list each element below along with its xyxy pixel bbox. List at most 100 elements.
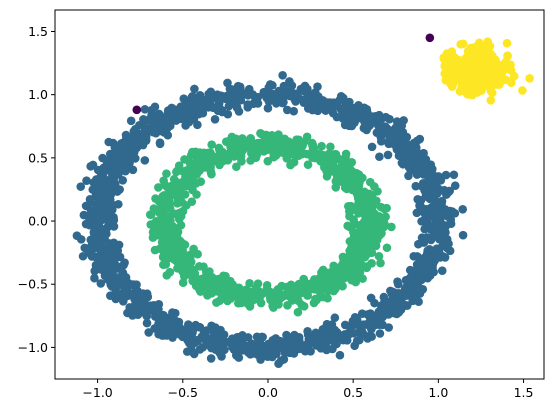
data-point-cluster-0-1313 (193, 335, 203, 345)
data-point-cluster-1-950 (175, 238, 185, 248)
data-point-cluster-0-521 (330, 313, 340, 323)
data-point-cluster-0-1022 (251, 98, 261, 108)
data-point-cluster-0-842 (104, 137, 114, 147)
data-point-cluster-0-1237 (405, 273, 415, 283)
y-tick-label: 0.0 (28, 214, 48, 229)
data-point-cluster-1-831 (173, 178, 182, 187)
data-point-cluster-0-1356 (342, 102, 351, 112)
data-point-cluster-0-1169 (91, 252, 100, 262)
data-point-cluster-0-1376 (407, 285, 417, 294)
data-point-cluster-1-966 (160, 180, 170, 190)
data-point-cluster-1-845 (178, 278, 188, 287)
data-point-cluster-1-757 (215, 296, 224, 306)
data-point-cluster-0-42 (118, 176, 128, 185)
data-point-cluster-0-1076 (294, 344, 304, 354)
data-point-cluster-2-75 (502, 38, 512, 48)
x-axis-ticks: −1.0 −0.5 0.0 0.5 1.0 1.5 (82, 379, 533, 400)
data-point-cluster-0-1327 (131, 304, 141, 314)
data-point-cluster-1-970 (371, 241, 381, 251)
data-point-cluster-1-939 (219, 288, 229, 298)
data-point-cluster-1-794 (308, 141, 317, 150)
data-point-cluster-2-435 (439, 54, 449, 64)
data-point-cluster-0-167 (140, 105, 150, 114)
data-point-cluster-1-389 (376, 258, 385, 268)
data-point-cluster-2-433 (464, 90, 474, 99)
data-point-cluster-1-961 (290, 140, 300, 150)
data-point-cluster-0-659 (338, 93, 348, 103)
data-point-cluster-0-686 (375, 329, 385, 338)
data-point-cluster-1-839 (289, 157, 299, 167)
data-point-cluster-0-1241 (422, 233, 432, 242)
data-point-cluster-0-975 (243, 100, 253, 109)
data-point-cluster-1-528 (262, 281, 272, 290)
data-point-cluster-0-925 (412, 260, 422, 269)
data-point-cluster-2-362 (483, 53, 493, 62)
data-point-cluster-0-1364 (376, 137, 386, 146)
data-point-cluster-1-63 (374, 251, 384, 261)
data-point-cluster-0-1132 (190, 84, 199, 94)
data-point-cluster-0-1387 (383, 150, 393, 160)
data-point-cluster-1-680 (337, 265, 346, 274)
data-point-cluster-1-777 (318, 265, 328, 275)
data-point-cluster-1-875 (189, 244, 198, 254)
data-point-cluster-0-360 (134, 121, 144, 130)
data-point-cluster-1-873 (145, 210, 155, 220)
y-tick-label: 1.5 (28, 24, 48, 39)
data-point-cluster-0-1227 (132, 280, 141, 290)
data-point-cluster-2-448 (452, 62, 462, 71)
data-point-cluster-1-931 (273, 285, 283, 294)
data-point-cluster-0-1243 (291, 89, 301, 99)
data-point-cluster-1-911 (337, 161, 347, 170)
data-point-cluster-0-1111 (187, 341, 196, 350)
data-point-cluster-0-1347 (207, 321, 216, 331)
data-point-cluster-1-913 (311, 294, 320, 304)
data-point-cluster-1-779 (151, 194, 160, 203)
data-point-cluster-0-1209 (426, 182, 435, 192)
data-point-cluster-0-1358 (433, 245, 443, 255)
data-point-cluster-0-500 (350, 341, 359, 351)
data-point-cluster-0-1300 (270, 93, 280, 103)
data-point-cluster-0-1386 (114, 289, 124, 298)
data-point-cluster-1-951 (160, 236, 170, 245)
data-point-cluster-0-1289 (387, 289, 397, 299)
data-point-cluster-0-1163 (400, 291, 409, 301)
data-point-cluster-1-765 (199, 262, 208, 271)
x-tick-label: 0.5 (343, 385, 363, 400)
data-point-cluster-1-908 (256, 128, 265, 138)
data-point-cluster-1-754 (303, 160, 313, 169)
data-point-cluster-1-977 (152, 230, 161, 239)
x-tick-label: 1.0 (428, 385, 448, 400)
data-point-cluster-0-563 (367, 142, 377, 152)
data-point-cluster-1-534 (196, 287, 205, 296)
data-point-cluster-0-422 (282, 330, 291, 340)
data-point-cluster-0-1320 (250, 349, 259, 358)
data-point-cluster-2-447 (482, 70, 491, 80)
data-point-cluster-1-655 (176, 220, 186, 230)
data-point-cluster-1-948 (316, 157, 325, 166)
y-axis-ticks: −1.0 −0.5 0.0 0.5 1.0 1.5 (18, 24, 55, 355)
data-point-cluster-1-661 (191, 147, 201, 157)
data-point-cluster-0-428 (182, 347, 192, 356)
data-point-cluster-0-1253 (151, 305, 161, 314)
data-point-cluster-1-699 (302, 132, 312, 142)
data-point-cluster-1-891 (259, 147, 269, 156)
data-point-cluster-1-996 (361, 216, 371, 226)
data-point-cluster-0-1354 (91, 186, 101, 195)
data-point-cluster-2-449 (467, 64, 476, 74)
data-point-cluster-0-1329 (392, 299, 402, 309)
data-point-cluster-0-1392 (94, 221, 104, 231)
data-point-cluster-0-1068 (420, 224, 429, 234)
data-point-cluster-0-1205 (278, 97, 287, 107)
data-point-cluster-0-1385 (118, 273, 127, 282)
data-point-cluster-0-1246 (96, 279, 106, 288)
data-point-cluster-0-1362 (418, 271, 428, 280)
data-point-cluster-0-1204 (163, 109, 173, 119)
data-point-cluster-0-951 (182, 325, 192, 334)
data-point-cluster-0-1302 (409, 252, 419, 261)
data-point-cluster-1-552 (219, 271, 228, 281)
data-point-cluster-0-675 (279, 81, 289, 91)
data-point-cluster-2-389 (493, 80, 503, 89)
data-point-cluster-1-83 (317, 141, 326, 151)
data-point-cluster-1-962 (229, 152, 239, 161)
